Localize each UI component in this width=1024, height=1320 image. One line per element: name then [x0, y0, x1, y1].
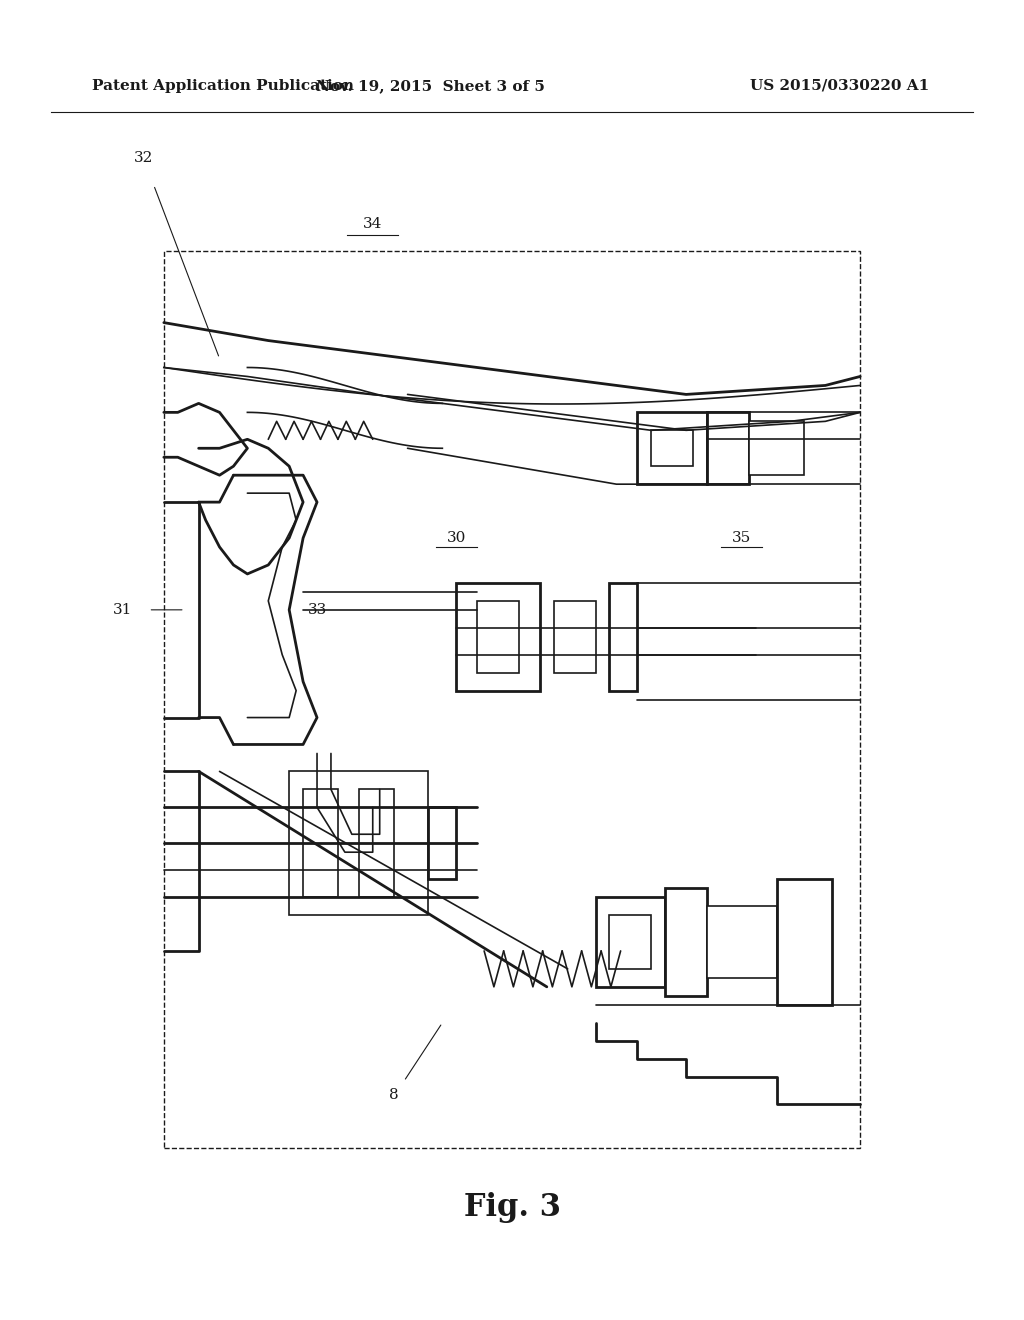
- Text: 33: 33: [307, 603, 327, 616]
- Bar: [749, 421, 805, 475]
- Text: 31: 31: [114, 603, 132, 616]
- Bar: [651, 430, 693, 466]
- Text: 34: 34: [364, 218, 382, 231]
- Text: 35: 35: [732, 531, 752, 545]
- Bar: [477, 601, 519, 673]
- Bar: [707, 412, 749, 484]
- Text: Fig. 3: Fig. 3: [464, 1192, 560, 1224]
- Bar: [637, 412, 707, 484]
- Text: Nov. 19, 2015  Sheet 3 of 5: Nov. 19, 2015 Sheet 3 of 5: [315, 79, 545, 92]
- Bar: [609, 583, 637, 690]
- Bar: [457, 583, 540, 690]
- Bar: [609, 915, 651, 969]
- Bar: [358, 789, 393, 898]
- Bar: [666, 888, 707, 995]
- Text: 30: 30: [446, 531, 466, 545]
- Bar: [303, 789, 338, 898]
- Text: US 2015/0330220 A1: US 2015/0330220 A1: [750, 79, 930, 92]
- Bar: [289, 771, 428, 915]
- Bar: [164, 251, 860, 1148]
- Text: 32: 32: [134, 152, 153, 165]
- Text: 8: 8: [389, 1088, 398, 1102]
- Bar: [707, 906, 776, 978]
- Bar: [428, 808, 457, 879]
- Bar: [776, 879, 833, 1005]
- Bar: [554, 601, 596, 673]
- Text: Patent Application Publication: Patent Application Publication: [92, 79, 354, 92]
- Bar: [596, 898, 666, 987]
